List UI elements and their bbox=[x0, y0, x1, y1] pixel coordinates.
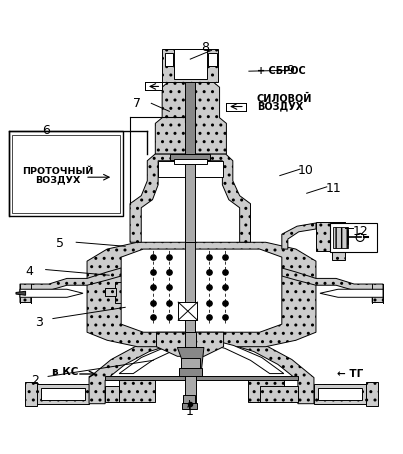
Text: 6: 6 bbox=[42, 124, 50, 137]
Bar bbox=[119, 380, 155, 402]
Polygon shape bbox=[314, 385, 366, 404]
Bar bbox=[12, 135, 120, 212]
Polygon shape bbox=[155, 82, 226, 154]
Bar bbox=[178, 302, 197, 320]
Polygon shape bbox=[282, 268, 383, 302]
Text: ПРОТОЧНЫЙ: ПРОТОЧНЫЙ bbox=[22, 167, 93, 176]
Text: ВОЗДУХ: ВОЗДУХ bbox=[257, 102, 303, 112]
Bar bbox=[162, 49, 218, 83]
Text: 3: 3 bbox=[35, 316, 43, 329]
Text: 8: 8 bbox=[202, 40, 210, 54]
Polygon shape bbox=[105, 376, 298, 380]
Polygon shape bbox=[25, 382, 37, 406]
Polygon shape bbox=[366, 382, 378, 406]
Polygon shape bbox=[41, 388, 85, 400]
Polygon shape bbox=[20, 268, 121, 302]
Bar bbox=[330, 223, 377, 252]
Bar bbox=[105, 288, 116, 296]
Bar bbox=[181, 358, 200, 368]
Text: 7: 7 bbox=[133, 97, 141, 110]
Polygon shape bbox=[119, 340, 284, 374]
Bar bbox=[185, 153, 195, 242]
Text: ← ТГ: ← ТГ bbox=[337, 369, 364, 379]
Polygon shape bbox=[20, 289, 83, 297]
Bar bbox=[115, 282, 139, 303]
Text: 12: 12 bbox=[352, 225, 368, 237]
Text: СИЛОВОЙ: СИЛОВОЙ bbox=[257, 94, 312, 104]
Bar bbox=[164, 53, 173, 66]
Text: 5: 5 bbox=[56, 237, 64, 250]
Text: + СБРОС: + СБРОС bbox=[257, 66, 305, 76]
Polygon shape bbox=[89, 332, 314, 404]
Polygon shape bbox=[318, 388, 362, 400]
Bar bbox=[333, 227, 349, 248]
Polygon shape bbox=[177, 347, 204, 370]
Polygon shape bbox=[121, 249, 282, 332]
Bar bbox=[145, 83, 162, 90]
Bar bbox=[174, 159, 207, 163]
Bar bbox=[9, 131, 123, 216]
Bar bbox=[248, 380, 284, 402]
Bar bbox=[182, 403, 197, 409]
Polygon shape bbox=[87, 242, 316, 347]
Bar bbox=[179, 368, 202, 375]
Bar bbox=[316, 222, 345, 251]
Text: 4: 4 bbox=[26, 266, 33, 278]
Bar bbox=[260, 385, 298, 402]
Text: 1: 1 bbox=[185, 405, 193, 418]
Bar bbox=[174, 49, 207, 79]
Bar bbox=[185, 82, 195, 154]
Bar bbox=[170, 154, 210, 159]
Polygon shape bbox=[16, 291, 26, 295]
Polygon shape bbox=[320, 289, 383, 297]
Bar bbox=[208, 53, 217, 66]
Polygon shape bbox=[156, 332, 224, 356]
Text: 11: 11 bbox=[325, 183, 341, 195]
Bar bbox=[158, 161, 223, 177]
Bar bbox=[185, 332, 196, 404]
Text: 9: 9 bbox=[286, 64, 294, 77]
Bar bbox=[264, 288, 275, 296]
Text: 2: 2 bbox=[31, 374, 39, 387]
Text: ВОЗДУХ: ВОЗДУХ bbox=[35, 175, 81, 184]
Text: 10: 10 bbox=[298, 164, 314, 177]
Bar bbox=[332, 222, 345, 260]
Polygon shape bbox=[282, 223, 316, 249]
Bar bbox=[226, 103, 246, 110]
Bar bbox=[183, 395, 195, 404]
Text: в КС: в КС bbox=[52, 367, 79, 377]
Bar bbox=[185, 242, 195, 332]
Polygon shape bbox=[130, 154, 251, 242]
Polygon shape bbox=[37, 385, 89, 404]
Bar bbox=[105, 385, 119, 402]
Bar bbox=[242, 282, 265, 303]
